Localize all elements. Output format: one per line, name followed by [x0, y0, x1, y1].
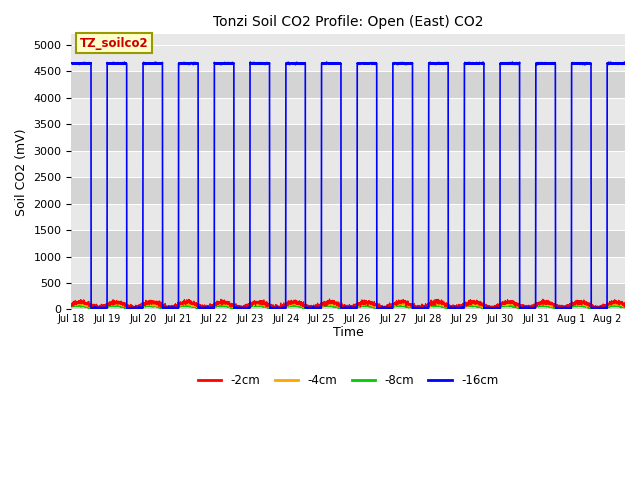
Title: Tonzi Soil CO2 Profile: Open (East) CO2: Tonzi Soil CO2 Profile: Open (East) CO2 [213, 15, 483, 29]
-16cm [168, 304, 176, 310]
-2cm [400, 300, 408, 305]
-8cm [279, 305, 287, 311]
Bar [72, 230, 625, 256]
Line: -2cm: -2cm [72, 299, 625, 309]
-16cm [279, 304, 287, 310]
Legend: -2cm, -4cm, -8cm, -16cm: -2cm, -4cm, -8cm, -16cm [193, 369, 504, 392]
-2cm [326, 296, 333, 302]
-8cm [621, 305, 629, 311]
Bar [72, 98, 625, 124]
-8cm [400, 303, 408, 309]
Line: -8cm: -8cm [72, 304, 625, 309]
-4cm [523, 305, 531, 311]
-2cm [131, 306, 139, 312]
Line: -4cm: -4cm [72, 302, 625, 309]
Bar [72, 124, 625, 151]
-8cm [358, 301, 366, 307]
-16cm [621, 61, 629, 67]
-16cm [68, 60, 76, 66]
Line: -16cm: -16cm [72, 62, 625, 309]
-16cm [428, 60, 435, 66]
-4cm [504, 299, 512, 305]
Bar [72, 45, 625, 72]
-8cm [481, 306, 488, 312]
-16cm [97, 306, 104, 312]
-2cm [279, 301, 287, 307]
-16cm [399, 60, 407, 66]
-2cm [481, 302, 488, 308]
Bar [72, 177, 625, 204]
-2cm [523, 303, 531, 309]
Text: TZ_soilco2: TZ_soilco2 [80, 36, 148, 50]
-16cm [479, 59, 487, 65]
-2cm [168, 305, 176, 311]
-4cm [92, 306, 99, 312]
-2cm [68, 302, 76, 308]
-4cm [481, 304, 488, 310]
-8cm [523, 305, 531, 311]
Bar [72, 151, 625, 177]
X-axis label: Time: Time [333, 326, 364, 339]
-2cm [428, 301, 435, 307]
-4cm [68, 303, 76, 309]
-16cm [481, 305, 488, 311]
-8cm [168, 305, 176, 311]
-4cm [279, 304, 287, 310]
-8cm [127, 306, 135, 312]
-4cm [428, 302, 435, 308]
Bar [72, 283, 625, 310]
-4cm [621, 303, 629, 309]
-8cm [68, 304, 76, 310]
Bar [72, 256, 625, 283]
-4cm [399, 302, 407, 308]
Bar [72, 204, 625, 230]
Y-axis label: Soil CO2 (mV): Soil CO2 (mV) [15, 128, 28, 216]
-4cm [168, 305, 176, 311]
-2cm [621, 301, 629, 307]
-16cm [523, 304, 531, 310]
Bar [72, 72, 625, 98]
-8cm [428, 303, 435, 309]
